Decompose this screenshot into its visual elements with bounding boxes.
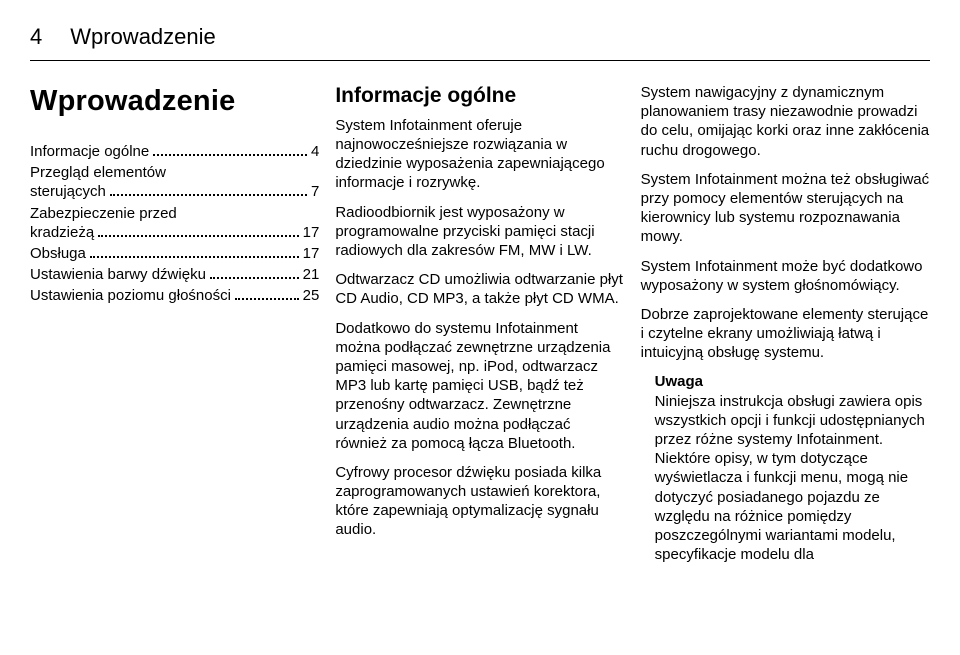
toc-label: Obsługa — [30, 244, 86, 263]
toc-dots — [98, 235, 298, 237]
page-header: 4 Wprowadzenie — [30, 24, 930, 50]
paragraph: Dobrze zaprojektowane elementy sterujące… — [641, 305, 930, 363]
toc-item: Przegląd elementów sterujących 7 — [30, 163, 319, 201]
header-rule — [30, 60, 930, 61]
toc-page: 17 — [303, 223, 320, 242]
toc-dots — [90, 256, 299, 258]
toc-item: Obsługa 17 — [30, 244, 319, 263]
paragraph: Dodatkowo do systemu Infotainment można … — [335, 319, 624, 453]
section-main-heading: Wprowadzenie — [30, 83, 319, 120]
note-body: Niniejsza instrukcja obsługi zawiera opi… — [655, 392, 930, 565]
section-heading: Informacje ogólne — [335, 83, 624, 110]
paragraph: System Infotainment oferuje najnowocześn… — [335, 116, 624, 193]
content-columns: Wprowadzenie Informacje ogólne 4 Przeglą… — [30, 83, 930, 564]
toc-item: Ustawienia poziomu głośności 25 — [30, 286, 319, 305]
paragraph: Radioodbiornik jest wyposażony w program… — [335, 203, 624, 261]
header-title: Wprowadzenie — [70, 24, 216, 50]
toc-label: Zabezpieczenie przed — [30, 204, 319, 223]
toc-dots — [153, 154, 307, 156]
paragraph: System Infotainment można też obsługiwać… — [641, 170, 930, 247]
toc-page: 4 — [311, 142, 319, 161]
toc-dots — [110, 194, 307, 196]
column-right: System nawigacyjny z dynamicznym planowa… — [641, 83, 930, 564]
toc-label: Informacje ogólne — [30, 142, 149, 161]
note-heading: Uwaga — [655, 372, 930, 391]
paragraph: Cyfrowy procesor dźwięku posiada kilka z… — [335, 463, 624, 540]
toc-dots — [210, 277, 299, 279]
page-number: 4 — [30, 24, 42, 50]
paragraph: System Infotainment może być dodatkowo w… — [641, 257, 930, 295]
toc-label: Ustawienia barwy dźwięku — [30, 265, 206, 284]
toc-label: Ustawienia poziomu głośności — [30, 286, 231, 305]
column-center: Informacje ogólne System Infotainment of… — [335, 83, 624, 564]
toc-page: 17 — [303, 244, 320, 263]
toc-label: Przegląd elementów — [30, 163, 319, 182]
toc-item: Zabezpieczenie przed kradzieżą 17 — [30, 204, 319, 242]
toc-page: 7 — [311, 182, 319, 201]
toc-dots — [235, 298, 299, 300]
toc-page: 21 — [303, 265, 320, 284]
toc-label: sterujących — [30, 182, 106, 201]
toc-item: Informacje ogólne 4 — [30, 142, 319, 161]
paragraph: System nawigacyjny z dynamicznym planowa… — [641, 83, 930, 160]
paragraph: Odtwarzacz CD umożliwia odtwarzanie płyt… — [335, 270, 624, 308]
toc-label: kradzieżą — [30, 223, 94, 242]
toc-page: 25 — [303, 286, 320, 305]
toc-item: Ustawienia barwy dźwięku 21 — [30, 265, 319, 284]
column-toc: Wprowadzenie Informacje ogólne 4 Przeglą… — [30, 83, 319, 564]
